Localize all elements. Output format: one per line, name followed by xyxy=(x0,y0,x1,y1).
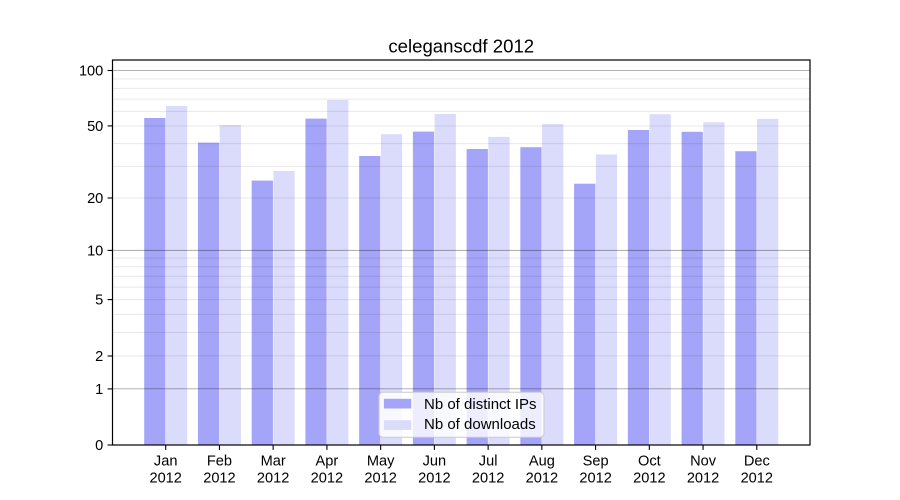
svg-text:0: 0 xyxy=(95,438,103,454)
svg-text:2012: 2012 xyxy=(579,471,611,487)
svg-text:2: 2 xyxy=(95,349,103,365)
svg-text:Jun: Jun xyxy=(423,454,447,470)
svg-text:2012: 2012 xyxy=(418,471,450,487)
svg-text:celeganscdf 2012: celeganscdf 2012 xyxy=(388,36,534,57)
svg-text:May: May xyxy=(367,454,395,470)
svg-text:2012: 2012 xyxy=(526,471,558,487)
svg-text:Aug: Aug xyxy=(529,454,555,470)
svg-text:2012: 2012 xyxy=(257,471,289,487)
svg-text:5: 5 xyxy=(95,293,103,309)
svg-text:20: 20 xyxy=(87,191,103,207)
svg-text:Dec: Dec xyxy=(744,454,770,470)
svg-text:100: 100 xyxy=(79,64,103,80)
svg-text:Nb of downloads: Nb of downloads xyxy=(424,416,536,433)
svg-text:50: 50 xyxy=(87,119,103,135)
svg-text:2012: 2012 xyxy=(687,471,719,487)
svg-text:Nov: Nov xyxy=(690,454,717,470)
svg-text:2012: 2012 xyxy=(472,471,504,487)
svg-text:Jul: Jul xyxy=(479,454,498,470)
svg-text:1: 1 xyxy=(95,382,103,398)
svg-text:2012: 2012 xyxy=(203,471,235,487)
svg-text:10: 10 xyxy=(87,244,103,260)
svg-text:Oct: Oct xyxy=(638,454,661,470)
svg-text:Nb of distinct IPs: Nb of distinct IPs xyxy=(424,396,537,413)
svg-text:2012: 2012 xyxy=(633,471,665,487)
svg-text:Feb: Feb xyxy=(207,454,232,470)
svg-text:Apr: Apr xyxy=(316,454,339,470)
svg-text:Sep: Sep xyxy=(583,454,609,470)
svg-text:2012: 2012 xyxy=(149,471,181,487)
svg-text:2012: 2012 xyxy=(741,471,773,487)
svg-text:Mar: Mar xyxy=(261,454,286,470)
svg-text:2012: 2012 xyxy=(311,471,343,487)
svg-text:2012: 2012 xyxy=(364,471,396,487)
svg-text:Jan: Jan xyxy=(154,454,178,470)
